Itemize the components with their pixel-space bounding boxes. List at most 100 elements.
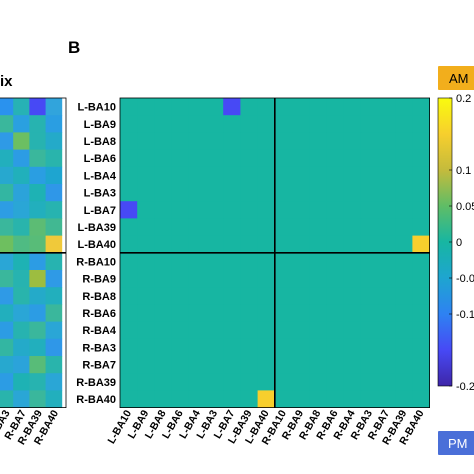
matrix-cell: [257, 166, 276, 185]
matrix-cell: [206, 252, 224, 271]
matrix-cell: [171, 235, 190, 254]
matrix-cell: [240, 184, 258, 202]
matrix-cell: [257, 252, 276, 271]
matrix-cell: [326, 98, 344, 116]
matrix-cell: [412, 115, 430, 133]
matrix-cell: [137, 338, 155, 357]
matrix-cell: [171, 201, 190, 219]
left-matrix-cell: [0, 356, 14, 374]
left-matrix-cell: [13, 338, 30, 357]
matrix-cell: [257, 218, 276, 236]
matrix-cell: [309, 115, 327, 133]
left-matrix-cell: [13, 287, 30, 305]
matrix-cell: [188, 98, 207, 116]
left-matrix-cell: [13, 321, 30, 340]
matrix-cell: [154, 235, 172, 254]
matrix-cell: [223, 321, 241, 340]
left-matrix-cell: [29, 115, 46, 133]
matrix-cell: [137, 235, 155, 254]
matrix-cell: [206, 356, 224, 374]
row-label: L-BA40: [77, 239, 116, 251]
matrix-cell: [154, 373, 172, 391]
matrix-cell: [343, 304, 362, 322]
matrix-cell: [343, 321, 362, 340]
matrix-cell: [274, 252, 293, 271]
matrix-cell: [378, 390, 396, 408]
matrix-cell: [240, 338, 258, 357]
matrix-cell: [360, 287, 379, 305]
matrix-cell: [188, 218, 207, 236]
colorbar: 0.2 0.1 0.05 0 -0.05 -0.1 -0.2: [437, 93, 474, 393]
left-matrix-cell: [13, 115, 30, 133]
left-matrix-cell: [45, 252, 63, 271]
matrix-cell: [343, 184, 362, 202]
left-matrix-cell: [0, 98, 14, 116]
column-labels: L-BA10L-BA9L-BA8L-BA6L-BA4L-BA3L-BA7L-BA…: [105, 408, 426, 447]
matrix-cell: [154, 184, 172, 202]
row-label: R-BA8: [82, 291, 116, 303]
matrix-cell: [206, 218, 224, 236]
matrix-cell: [188, 356, 207, 374]
left-matrix-cell: [29, 132, 46, 150]
matrix-cell: [326, 338, 344, 357]
matrix-cell: [326, 390, 344, 408]
matrix-cell: [120, 235, 138, 254]
row-label: L-BA10: [77, 102, 116, 114]
row-label: R-BA39: [76, 377, 116, 389]
matrix-cell: [274, 356, 293, 374]
matrix-cell: [360, 115, 379, 133]
matrix-cell: [274, 321, 293, 340]
matrix-cell: [309, 356, 327, 374]
pm-badge: PM: [438, 431, 474, 455]
matrix-cell: [206, 287, 224, 305]
matrix-cell: [223, 98, 241, 116]
matrix-cell: [326, 287, 344, 305]
matrix-cell: [274, 338, 293, 357]
matrix-cell: [240, 132, 258, 150]
matrix-cell: [292, 115, 310, 133]
left-matrix-cell: [45, 98, 63, 116]
matrix-cell: [274, 373, 293, 391]
matrix-cell: [120, 338, 138, 357]
matrix-cell: [120, 98, 138, 116]
left-matrix-cell: [13, 149, 30, 168]
matrix-cell: [309, 338, 327, 357]
left-matrix-cell: [13, 98, 30, 116]
matrix-cell: [360, 304, 379, 322]
matrix-cell: [171, 338, 190, 357]
matrix-cell: [395, 287, 413, 305]
matrix-cell: [137, 132, 155, 150]
matrix-cell: [309, 304, 327, 322]
matrix-cell: [395, 321, 413, 340]
matrix-cell: [137, 201, 155, 219]
matrix-cell: [206, 149, 224, 168]
matrix-cell: [154, 115, 172, 133]
left-matrix-cell: [45, 356, 63, 374]
left-matrix-cell: [13, 390, 30, 408]
matrix-cell: [395, 373, 413, 391]
matrix-cell: [154, 149, 172, 168]
matrix-cell: [171, 287, 190, 305]
matrix-cell: [223, 132, 241, 150]
row-label: L-BA4: [84, 170, 117, 182]
matrix-cell: [395, 356, 413, 374]
left-matrix-cell: [13, 184, 30, 202]
matrix-cell: [360, 149, 379, 168]
left-matrix-cell: [0, 218, 14, 236]
matrix-cell: [171, 270, 190, 288]
matrix-cell: [360, 132, 379, 150]
matrix-cell: [137, 373, 155, 391]
matrix-cell: [326, 252, 344, 271]
left-matrix-cell: [0, 184, 14, 202]
matrix-cell: [395, 98, 413, 116]
matrix-cell: [412, 304, 430, 322]
matrix-cell: [188, 149, 207, 168]
matrix-cell: [257, 304, 276, 322]
matrix-cell: [188, 252, 207, 271]
matrix-cell: [223, 373, 241, 391]
matrix-cell: [326, 235, 344, 254]
matrix-cell: [395, 338, 413, 357]
matrix-cell: [257, 373, 276, 391]
left-matrix-cell: [13, 356, 30, 374]
